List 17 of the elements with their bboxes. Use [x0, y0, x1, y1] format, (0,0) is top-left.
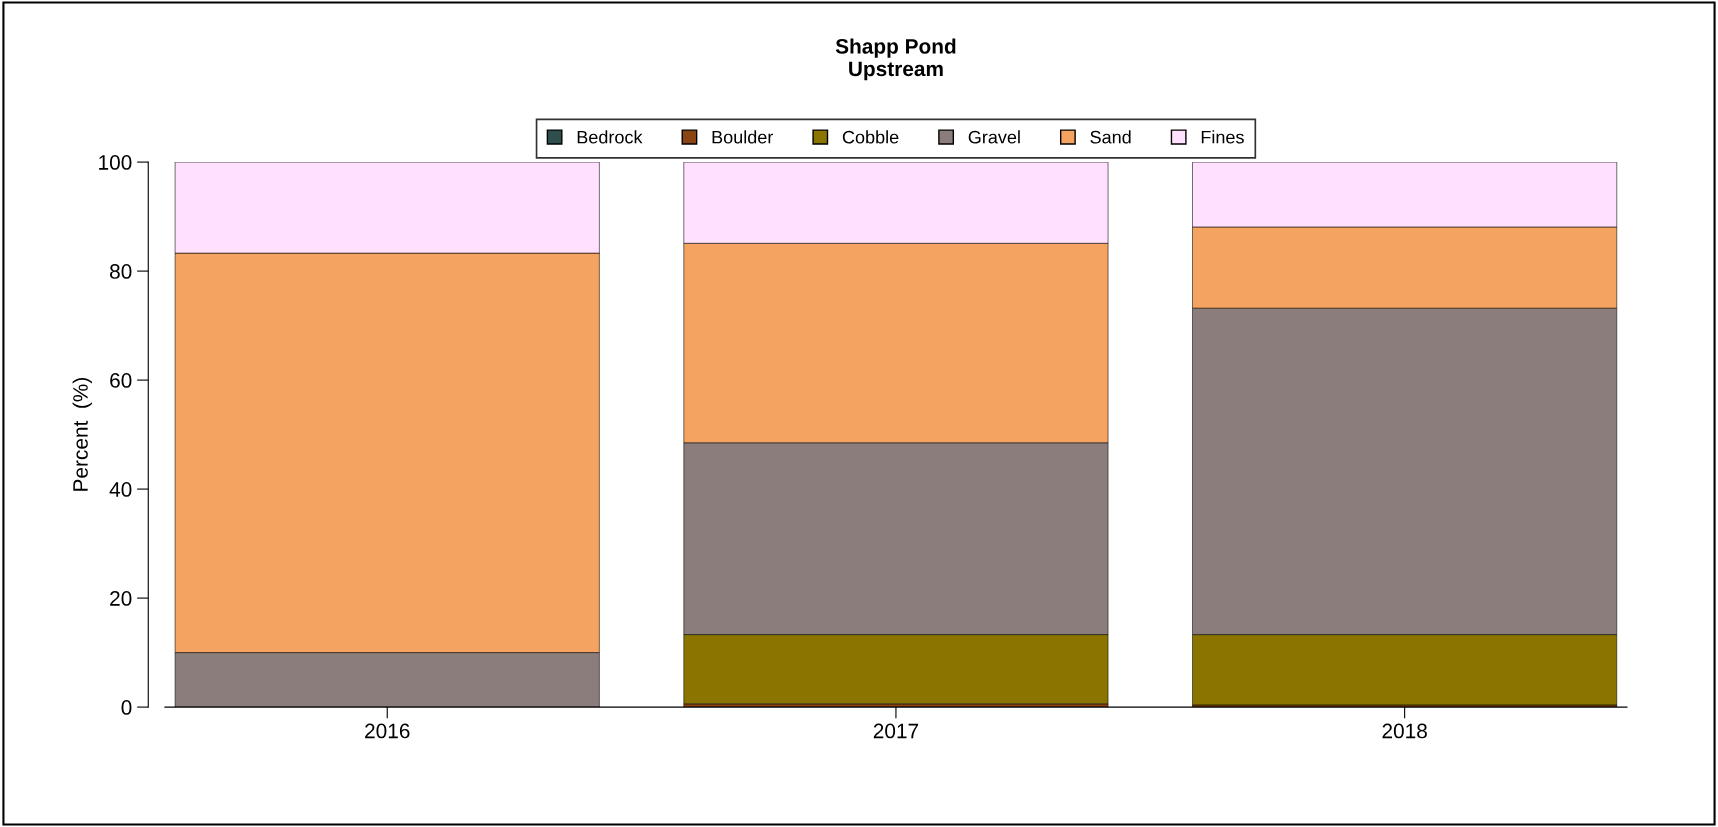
legend-label: Bedrock: [577, 130, 643, 144]
legend-label: Gravel: [968, 130, 1020, 144]
y-tick-label: 40: [109, 482, 132, 497]
y-tick-label: 80: [110, 264, 132, 279]
x-tick-label: 2018: [1382, 723, 1427, 739]
y-tick-label: 0: [121, 700, 132, 715]
legend-label: Cobble: [842, 130, 899, 144]
legend-label: Sand: [1090, 130, 1131, 144]
y-tick-label: 20: [110, 591, 132, 606]
y-tick-label: 60: [110, 373, 132, 388]
x-tick-label: 2016: [365, 723, 410, 739]
x-tick-label: 2017: [873, 723, 919, 739]
legend-label: Fines: [1201, 130, 1244, 144]
y-tick-label: 100: [99, 155, 132, 170]
legend-label: Boulder: [712, 130, 774, 144]
chart-title: Shapp Pond Upstream: [835, 38, 956, 81]
y-axis-title: Percent (%): [72, 377, 92, 491]
